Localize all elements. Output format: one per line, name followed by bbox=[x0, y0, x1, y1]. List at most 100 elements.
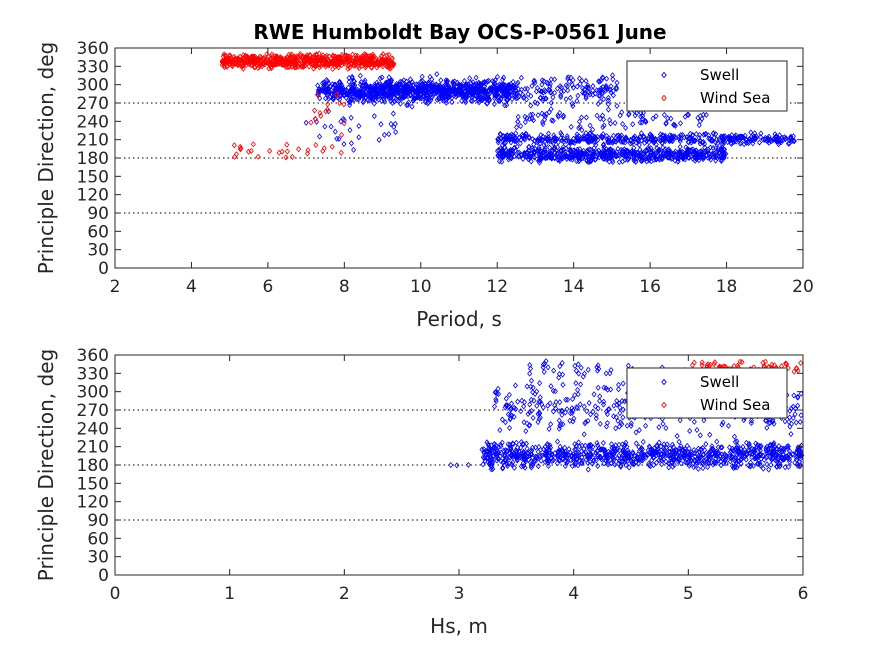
data-point bbox=[341, 101, 347, 108]
data-point bbox=[573, 442, 579, 450]
data-point bbox=[685, 458, 691, 465]
data-point bbox=[779, 134, 785, 141]
data-point bbox=[787, 448, 793, 455]
data-point bbox=[655, 447, 661, 454]
data-point bbox=[487, 459, 493, 466]
data-point bbox=[707, 431, 713, 438]
data-point bbox=[558, 84, 564, 91]
data-point bbox=[617, 404, 623, 411]
data-point bbox=[358, 86, 364, 93]
legend-marker bbox=[661, 94, 667, 102]
data-point bbox=[797, 418, 803, 425]
data-point bbox=[482, 87, 488, 94]
data-point bbox=[687, 130, 693, 137]
data-point bbox=[593, 138, 599, 145]
data-point bbox=[530, 117, 537, 124]
data-point bbox=[598, 454, 604, 461]
data-point bbox=[527, 370, 533, 377]
data-point bbox=[668, 459, 674, 466]
data-point bbox=[527, 448, 533, 455]
data-point bbox=[508, 88, 514, 95]
data-point bbox=[489, 463, 495, 470]
data-point bbox=[493, 442, 499, 449]
data-point bbox=[320, 148, 326, 155]
data-point bbox=[570, 84, 576, 91]
data-point bbox=[767, 419, 773, 426]
data-point bbox=[614, 397, 620, 404]
panel-period: 2 4 6 8 10 12 14 16 18 20 030609012015018021024027… bbox=[34, 39, 814, 331]
data-point bbox=[722, 451, 728, 458]
data-point bbox=[600, 446, 606, 453]
data-point bbox=[374, 79, 380, 86]
data-point bbox=[534, 147, 540, 154]
data-point bbox=[330, 95, 336, 103]
data-point bbox=[659, 457, 665, 464]
data-point bbox=[522, 119, 528, 126]
data-point bbox=[582, 442, 588, 449]
data-point bbox=[664, 150, 670, 157]
data-point bbox=[703, 456, 709, 463]
data-point bbox=[798, 412, 804, 419]
data-point bbox=[341, 92, 347, 99]
data-point bbox=[773, 452, 779, 459]
data-point bbox=[573, 459, 579, 467]
data-point bbox=[231, 53, 237, 60]
data-point bbox=[337, 54, 343, 61]
data-point bbox=[295, 63, 301, 70]
data-point bbox=[330, 66, 336, 73]
data-point bbox=[539, 77, 545, 84]
data-point bbox=[233, 151, 239, 158]
data-point bbox=[579, 442, 585, 449]
data-point bbox=[546, 446, 552, 453]
data-point bbox=[408, 86, 414, 93]
data-point bbox=[537, 394, 543, 401]
data-point bbox=[769, 449, 775, 456]
data-point bbox=[379, 88, 385, 95]
data-point bbox=[628, 420, 634, 427]
data-point bbox=[691, 418, 697, 425]
data-point bbox=[552, 388, 558, 395]
data-point bbox=[549, 458, 555, 465]
data-point bbox=[711, 361, 717, 368]
data-point bbox=[556, 371, 562, 378]
data-point bbox=[346, 91, 352, 98]
data-point bbox=[527, 361, 533, 369]
data-point bbox=[463, 99, 469, 106]
data-point bbox=[378, 92, 384, 100]
data-point bbox=[350, 87, 356, 94]
data-point bbox=[312, 107, 318, 114]
data-point bbox=[777, 447, 783, 454]
data-point bbox=[349, 82, 355, 89]
data-point bbox=[333, 92, 339, 99]
data-point bbox=[718, 154, 724, 161]
data-point bbox=[639, 156, 645, 163]
x-tick-label: 2 bbox=[339, 584, 350, 604]
data-point bbox=[693, 154, 699, 161]
data-point bbox=[734, 438, 740, 445]
data-point bbox=[583, 93, 589, 100]
data-point bbox=[375, 60, 381, 67]
data-point bbox=[757, 450, 763, 457]
data-point bbox=[566, 78, 572, 85]
data-point bbox=[587, 153, 593, 160]
data-point bbox=[349, 85, 355, 92]
data-point bbox=[583, 95, 589, 102]
data-point bbox=[592, 90, 598, 97]
data-point bbox=[611, 451, 617, 458]
y-tick-label: 90 bbox=[87, 204, 109, 224]
data-point bbox=[362, 64, 368, 71]
data-point bbox=[582, 151, 588, 158]
data-point bbox=[580, 85, 586, 92]
data-point bbox=[557, 399, 563, 406]
data-point bbox=[409, 103, 415, 110]
data-point bbox=[494, 82, 500, 89]
data-point bbox=[560, 421, 566, 428]
data-point bbox=[718, 158, 724, 165]
data-point bbox=[697, 140, 703, 147]
data-point bbox=[533, 444, 539, 451]
data-point bbox=[376, 88, 382, 95]
data-point bbox=[660, 420, 666, 427]
data-point bbox=[445, 94, 451, 101]
data-point bbox=[666, 151, 672, 158]
data-point bbox=[329, 143, 335, 150]
